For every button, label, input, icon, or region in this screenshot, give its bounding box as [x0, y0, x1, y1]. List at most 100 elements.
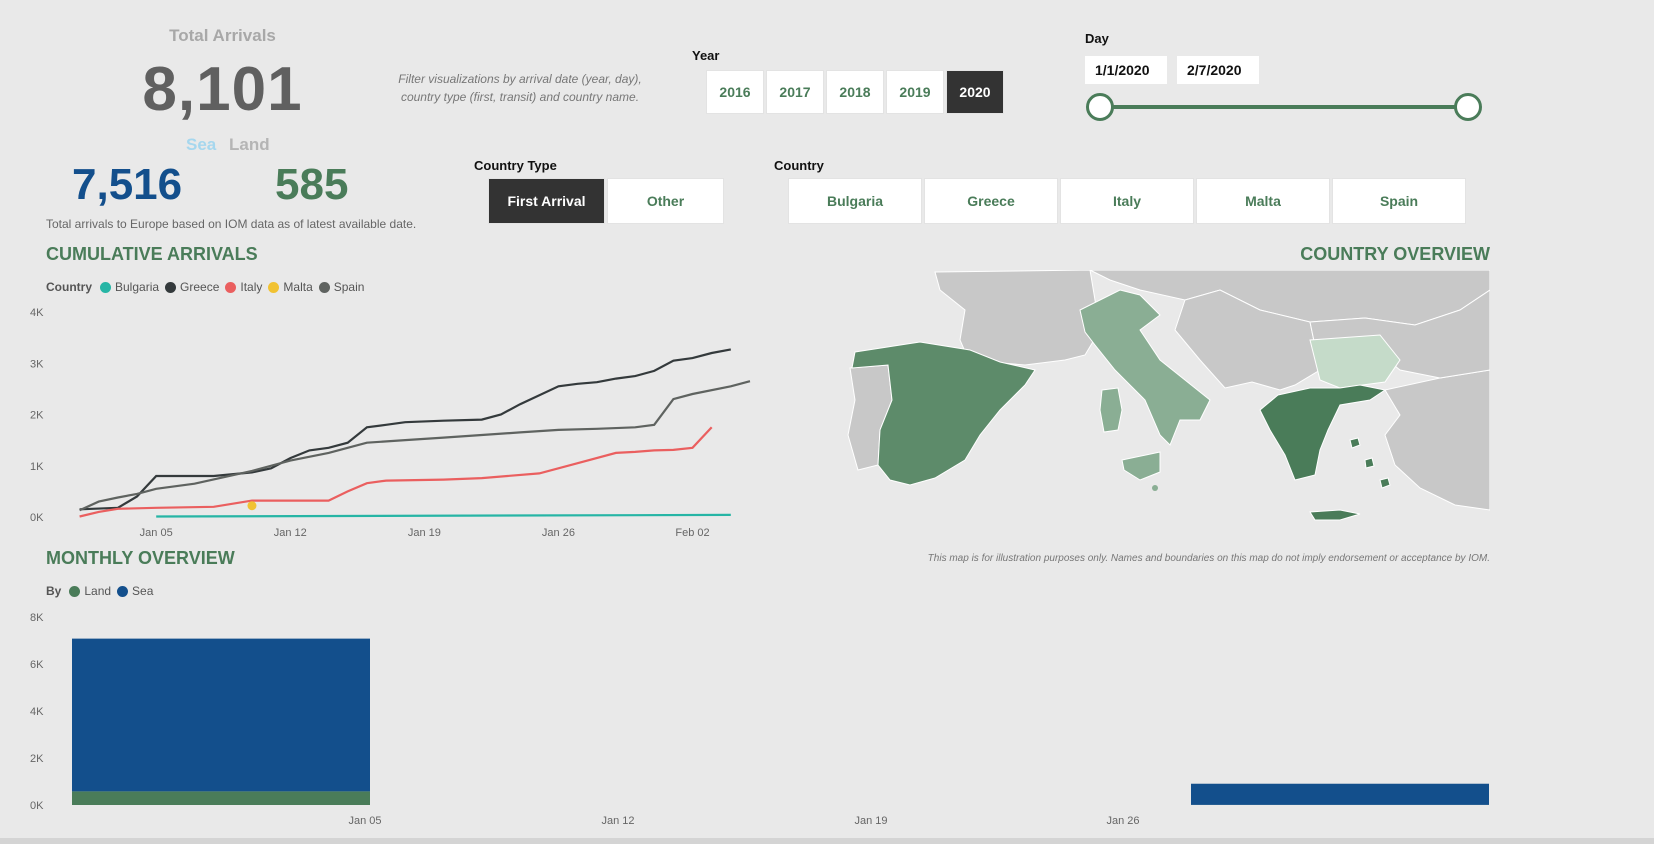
map-sardinia[interactable] — [1099, 387, 1123, 433]
cumulative-legend-item-label: Spain — [333, 280, 365, 294]
map-malta[interactable] — [1152, 485, 1158, 491]
series-line-spain[interactable] — [79, 380, 751, 512]
year-filter-label: Year — [692, 48, 720, 63]
land-arrivals-value: 585 — [275, 160, 349, 209]
cumulative-legend-item-spain[interactable]: Spain — [318, 280, 365, 294]
monthly-x-tick: Jan 12 — [601, 815, 634, 825]
monthly-legend-item-label: Sea — [132, 584, 154, 598]
country-button-greece[interactable]: Greece — [924, 178, 1058, 224]
monthly-legend-item-land[interactable]: Land — [69, 584, 111, 598]
monthly-y-tick: 2K — [30, 753, 44, 765]
monthly-legend-item-dot — [69, 585, 81, 597]
monthly-legend-item-dot — [117, 585, 129, 597]
monthly-y-tick: 6K — [30, 659, 44, 671]
bottom-scroll-edge — [0, 838, 1654, 844]
cumulative-arrivals-chart: 0K 1K 2K 3K 4K Jan 05 Jan 12 Jan 19 Jan 26 Feb 02 — [30, 307, 751, 539]
date-range-slider-track[interactable] — [1100, 105, 1466, 109]
date-range-start-handle[interactable] — [1086, 93, 1114, 121]
cumulative-x-tick: Jan 12 — [274, 527, 307, 539]
monthly-legend-item-sea[interactable]: Sea — [117, 584, 153, 598]
country-button-spain[interactable]: Spain — [1332, 178, 1466, 224]
day-filter-label: Day — [1085, 31, 1109, 46]
cumulative-y-tick: 3K — [30, 358, 44, 370]
cumulative-legend-item-label: Greece — [180, 280, 220, 294]
monthly-x-tick: Jan 05 — [348, 815, 381, 825]
cumulative-x-tick: Jan 26 — [542, 527, 575, 539]
monthly-legend-items: Land Sea — [69, 584, 159, 598]
country-overview-map[interactable] — [840, 270, 1490, 545]
cumulative-legend: Country Bulgaria Greece Italy Malta Spain — [46, 280, 370, 294]
bar-sea-2[interactable] — [1191, 783, 1489, 805]
country-type-button-first-arrival[interactable]: First Arrival — [488, 178, 605, 224]
cumulative-legend-items: Bulgaria Greece Italy Malta Spain — [100, 280, 370, 294]
monthly-legend: By Land Sea — [46, 584, 159, 598]
total-arrivals-label: Total Arrivals — [169, 26, 276, 45]
map-turkey[interactable] — [1384, 369, 1490, 511]
sea-label: Sea — [186, 135, 217, 154]
cumulative-x-tick: Jan 05 — [140, 527, 173, 539]
cumulative-y-tick: 0K — [30, 512, 44, 524]
monthly-legend-title: By — [46, 584, 62, 598]
map-balkans[interactable] — [1174, 289, 1321, 391]
map-spain[interactable] — [851, 341, 1036, 486]
cumulative-legend-item-label: Italy — [240, 280, 263, 294]
cumulative-arrivals-title: CUMULATIVE ARRIVALS — [46, 244, 258, 264]
monthly-y-tick: 0K — [30, 800, 44, 812]
cumulative-legend-item-dot — [225, 281, 237, 293]
country-overview-title: COUNTRY OVERVIEW — [1300, 244, 1490, 264]
cumulative-legend-item-greece[interactable]: Greece — [165, 280, 219, 294]
cumulative-y-tick: 2K — [30, 410, 44, 422]
map-bulgaria[interactable] — [1309, 334, 1401, 389]
monthly-y-tick: 8K — [30, 612, 44, 624]
cumulative-legend-item-italy[interactable]: Italy — [225, 280, 262, 294]
year-button-2017[interactable]: 2017 — [766, 70, 824, 114]
map-greek-islands[interactable] — [1349, 437, 1391, 489]
end-date-input[interactable]: 2/7/2020 — [1177, 56, 1259, 84]
year-button-2019[interactable]: 2019 — [886, 70, 944, 114]
monthly-legend-item-label: Land — [84, 584, 112, 598]
cumulative-legend-item-dot — [100, 281, 111, 293]
cumulative-x-tick: Feb 02 — [675, 527, 709, 539]
total-arrivals-value: 8,101 — [142, 55, 303, 124]
country-type-button-other[interactable]: Other — [607, 178, 724, 224]
monthly-y-tick: 4K — [30, 706, 44, 718]
cumulative-legend-item-dot — [165, 281, 177, 293]
year-button-2020[interactable]: 2020 — [946, 70, 1004, 114]
map-sicily[interactable] — [1121, 451, 1161, 481]
country-button-bulgaria[interactable]: Bulgaria — [788, 178, 922, 224]
cumulative-legend-title: Country — [46, 280, 92, 294]
monthly-x-tick: Jan 26 — [1106, 815, 1139, 825]
country-filter-label: Country — [774, 158, 824, 173]
cumulative-x-tick: Jan 19 — [408, 527, 441, 539]
year-button-2016[interactable]: 2016 — [706, 70, 764, 114]
date-range-end-handle[interactable] — [1454, 93, 1482, 121]
country-button-italy[interactable]: Italy — [1060, 178, 1194, 224]
start-date-input[interactable]: 1/1/2020 — [1085, 56, 1167, 84]
cumulative-legend-item-malta[interactable]: Malta — [268, 280, 313, 294]
cumulative-legend-item-bulgaria[interactable]: Bulgaria — [100, 280, 159, 294]
series-point-malta[interactable] — [247, 501, 257, 511]
cumulative-legend-item-dot — [318, 281, 330, 293]
series-line-italy[interactable] — [79, 426, 713, 518]
bar-sea-1[interactable] — [72, 638, 370, 792]
map-disclaimer: This map is for illustration purposes on… — [927, 553, 1490, 564]
cumulative-legend-item-label: Bulgaria — [115, 280, 160, 294]
cumulative-legend-item-label: Malta — [283, 280, 313, 294]
monthly-x-tick: Jan 19 — [854, 815, 887, 825]
filter-note: Filter visualizations by arrival date (y… — [398, 72, 642, 104]
bar-land-1[interactable] — [72, 791, 370, 805]
map-italy[interactable] — [1079, 289, 1211, 446]
cumulative-y-tick: 1K — [30, 461, 44, 473]
country-type-label: Country Type — [474, 158, 557, 173]
series-line-bulgaria[interactable] — [156, 513, 731, 518]
monthly-overview-title: MONTHLY OVERVIEW — [46, 548, 235, 568]
map-greece[interactable] — [1259, 384, 1387, 481]
total-description: Total arrivals to Europe based on IOM da… — [46, 217, 417, 231]
cumulative-y-tick: 4K — [30, 307, 44, 319]
map-crete[interactable] — [1309, 509, 1361, 521]
land-label: Land — [229, 135, 270, 154]
cumulative-legend-item-dot — [268, 281, 280, 293]
country-button-malta[interactable]: Malta — [1196, 178, 1330, 224]
year-button-2018[interactable]: 2018 — [826, 70, 884, 114]
monthly-overview-chart: 0K 2K 4K 6K 8K Jan 05 Jan 12 Jan 19 Jan 26 — [30, 612, 1489, 825]
